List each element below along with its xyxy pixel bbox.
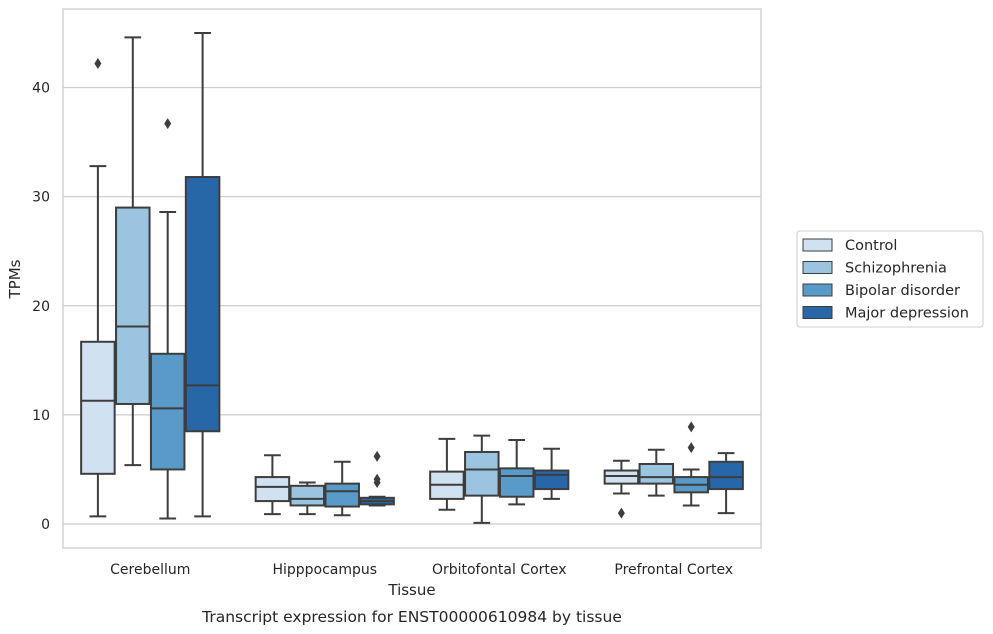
box-iqr	[80, 340, 116, 475]
legend-label: Schizophrenia	[845, 261, 947, 277]
outlier-point	[373, 473, 381, 485]
box-control	[80, 58, 116, 518]
box-major-depression	[533, 447, 570, 500]
outlier-point	[617, 507, 625, 519]
outlier-point	[94, 58, 102, 70]
box-schizophrenia	[115, 36, 151, 467]
chart-caption: Transcript expression for ENST0000061098…	[201, 608, 622, 626]
box-iqr	[254, 476, 291, 503]
box-schizophrenia	[638, 448, 675, 497]
y-tick-labels: 0 10 20 30 40	[32, 81, 50, 533]
box-control	[603, 459, 640, 519]
box-iqr	[638, 462, 675, 485]
y-tick-label: 40	[32, 81, 50, 97]
x-tick-label: Orbitofontal Cortex	[432, 562, 567, 578]
legend-label: Control	[845, 238, 897, 254]
box-layer	[80, 32, 744, 524]
x-tick-label: Hipppocampus	[272, 562, 377, 578]
box-iqr	[533, 469, 570, 491]
legend-swatch	[802, 283, 833, 297]
legend-swatch	[802, 238, 833, 252]
outlier-point	[687, 442, 695, 454]
box-iqr	[149, 352, 186, 471]
y-axis-label: TPMs	[6, 259, 24, 299]
legend-label: Bipolar disorder	[845, 283, 960, 299]
outlier-point	[164, 118, 172, 130]
box-bipolar-disorder	[324, 460, 360, 517]
box-bipolar-disorder	[673, 421, 709, 507]
x-tick-labels: Cerebellum Hipppocampus Orbitofontal Corte…	[110, 562, 733, 578]
box-schizophrenia	[464, 434, 500, 524]
box-major-depression	[359, 450, 395, 507]
y-tick-label: 20	[32, 299, 50, 315]
box-bipolar-disorder	[149, 118, 186, 520]
plot-frame	[62, 8, 762, 549]
box-iqr	[464, 450, 500, 497]
box-major-depression	[184, 32, 221, 518]
outlier-point	[687, 421, 695, 433]
box-major-depression	[708, 452, 744, 515]
legend-swatch	[802, 261, 833, 274]
y-tick-label: 0	[41, 517, 50, 533]
x-tick-label: Prefrontal Cortex	[614, 562, 733, 578]
box-bipolar-disorder	[498, 438, 535, 506]
box-iqr	[498, 467, 535, 498]
box-iqr	[115, 206, 151, 405]
y-tick-label: 10	[32, 408, 50, 424]
legend: Control Schizophrenia Bipolar disorder Majo…	[796, 230, 984, 328]
box-control	[254, 454, 291, 516]
y-tick-label: 30	[32, 190, 50, 206]
box-iqr	[603, 469, 640, 485]
outlier-point	[373, 450, 381, 462]
box-iqr	[289, 484, 326, 507]
box-iqr	[708, 460, 744, 491]
legend-swatch	[802, 306, 833, 319]
box-control	[429, 437, 465, 511]
x-axis-label: Tissue	[387, 581, 435, 599]
box-iqr	[184, 176, 221, 433]
legend-frame	[796, 230, 984, 328]
x-tick-label: Cerebellum	[110, 562, 190, 578]
legend-label: Major depression	[845, 306, 969, 322]
box-iqr	[324, 482, 360, 508]
box-schizophrenia	[289, 481, 326, 516]
